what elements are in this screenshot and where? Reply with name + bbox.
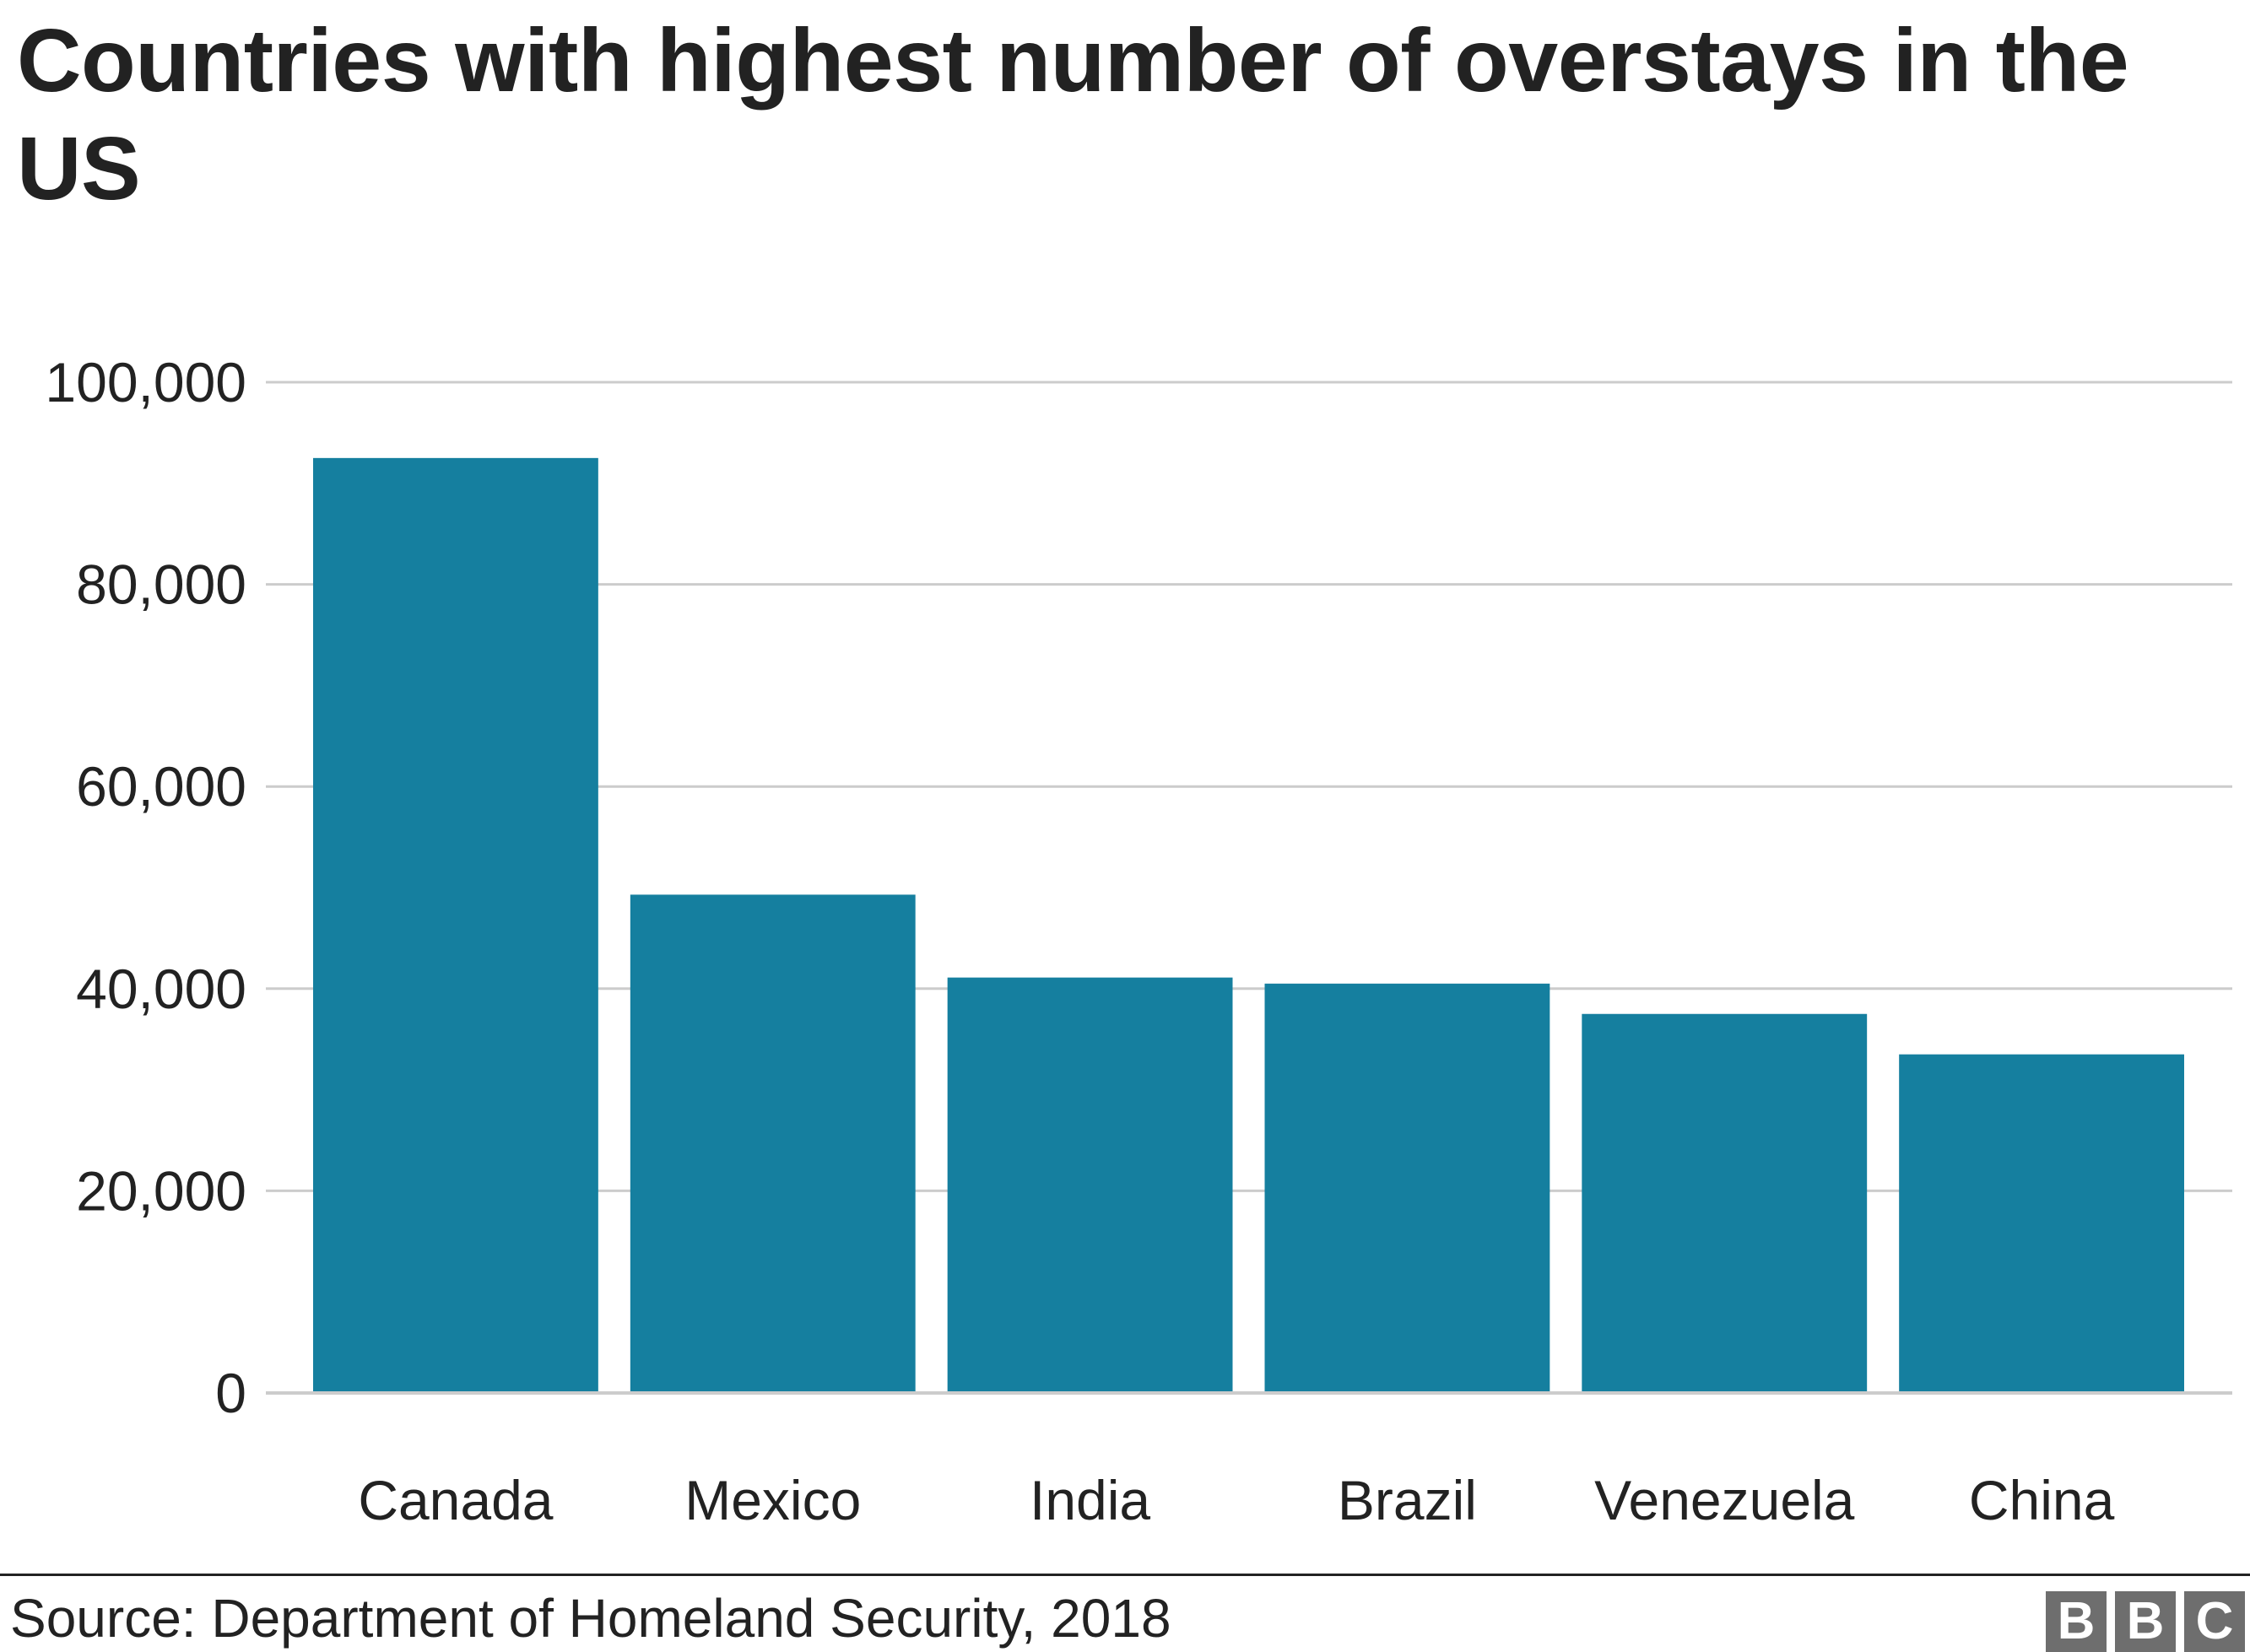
- bbc-logo: B B C: [2046, 1591, 2245, 1652]
- x-tick-label: China: [1969, 1469, 2115, 1531]
- footer-divider: [0, 1574, 2250, 1576]
- y-tick-label: 0: [215, 1362, 246, 1424]
- y-tick-label: 100,000: [45, 351, 246, 413]
- bars: [266, 457, 2232, 1395]
- x-tick-label: Canada: [358, 1469, 553, 1531]
- y-tick-label: 80,000: [76, 553, 246, 616]
- y-tick-label: 60,000: [76, 755, 246, 818]
- bar-canada: [313, 457, 598, 1393]
- x-tick-label: Brazil: [1338, 1469, 1477, 1531]
- bbc-logo-letter: B: [2115, 1591, 2176, 1652]
- bbc-logo-letter: B: [2046, 1591, 2107, 1652]
- bar-brazil: [1264, 983, 1550, 1393]
- x-tick-label: Mexico: [684, 1469, 861, 1531]
- y-axis-tick-labels: 0 20,000 40,000 60,000 80,000 100,000: [45, 351, 246, 1424]
- bar-venezuela: [1582, 1013, 1868, 1393]
- bar-mexico: [630, 894, 916, 1393]
- y-tick-label: 20,000: [76, 1159, 246, 1222]
- x-axis-tick-labels: Canada Mexico India Brazil Venezuela China: [358, 1469, 2114, 1531]
- x-tick-label: Venezuela: [1594, 1469, 1855, 1531]
- bar-china: [1899, 1054, 2184, 1393]
- bar-india: [947, 977, 1233, 1393]
- chart-title: Countries with highest number of oversta…: [17, 11, 2129, 219]
- y-tick-label: 40,000: [76, 958, 246, 1020]
- bbc-logo-letter: C: [2184, 1591, 2245, 1652]
- x-tick-label: India: [1030, 1469, 1150, 1531]
- source-note: Source: Department of Homeland Security,…: [10, 1588, 1171, 1649]
